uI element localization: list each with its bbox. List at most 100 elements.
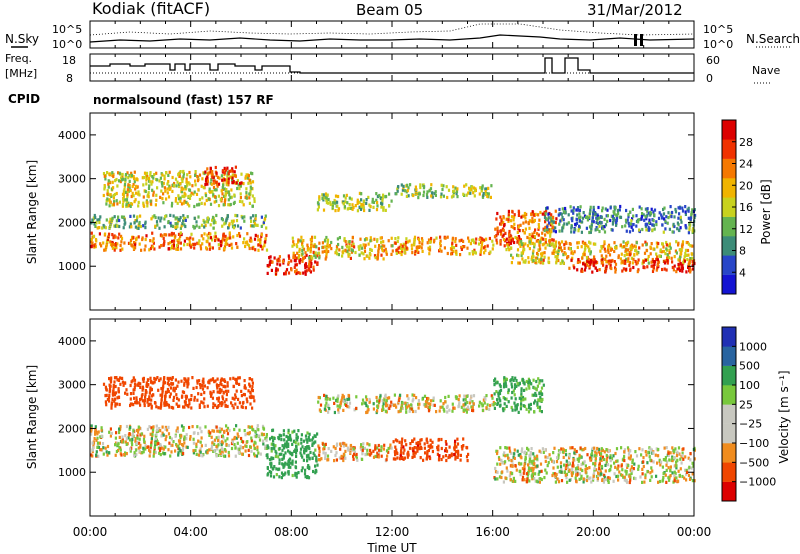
velocity-cell [248,431,251,435]
power-cell [302,239,305,243]
velocity-cell [410,407,413,411]
power-cell [539,261,542,265]
power-cell [640,215,643,219]
noise-axis-top-right: 10^5 [703,23,733,36]
power-cell [634,248,637,253]
power-cell [524,242,527,246]
velocity-cell [597,468,601,472]
power-cell [670,256,673,260]
power-cell [415,245,418,249]
power-cell [612,220,615,224]
velocity-cell [567,462,570,467]
velocity-cell [659,463,662,467]
power-cell [249,224,253,228]
velocity-cell [429,402,432,407]
velocity-cell [115,449,118,454]
velocity-cell [226,384,229,388]
power-cell [345,243,348,247]
velocity-cell [684,468,687,472]
velocity-cell [90,429,93,433]
velocity-cell [217,453,220,457]
velocity-cell [246,400,249,404]
power-cell [251,180,255,184]
power-cell [274,271,278,275]
velocity-cell [604,469,607,473]
power-cell [129,174,132,178]
velocity-cell [417,399,420,403]
velocity-cell [674,447,677,451]
power-cell [653,208,657,212]
power-cell [648,218,651,222]
velocity-cell [197,453,200,457]
velocity-cell [189,437,192,441]
freq-label: Freq. [5,52,32,65]
power-cell [247,244,251,248]
velocity-cell [555,460,559,464]
velocity-cell [444,400,447,404]
power-cell [237,183,240,187]
velocity-cell [278,452,281,456]
power-cell [604,257,607,261]
velocity-cell [104,394,107,398]
power-cell [248,178,251,182]
power-cell [132,194,135,198]
velocity-cell [424,400,428,404]
velocity-cell [194,448,197,453]
velocity-cell [385,449,389,453]
velocity-cell [445,405,448,410]
power-cell [507,213,510,217]
power-cell [105,245,108,249]
power-cell [667,216,670,220]
power-cell [153,247,156,251]
power-cell [650,242,653,246]
velocity-cell [590,451,594,455]
power-cell [614,267,617,272]
power-cell [111,180,114,184]
velocity-cell [111,397,114,401]
power-cell [688,222,691,226]
velocity-cell [442,455,445,459]
velocity-cell [464,399,467,403]
power-cell [473,189,476,193]
velocity-cell [163,381,167,385]
velocity-cell [139,382,142,386]
power-cell [510,239,513,243]
velocity-cell [596,478,599,482]
velocity-cell [216,429,219,433]
power-cell [162,192,165,196]
velocity-cell [481,404,484,408]
velocity-cell [255,435,258,439]
velocity-cell [640,453,643,457]
power-cell [171,239,174,243]
power-cell [599,249,602,253]
velocity-cell [221,434,224,438]
velocity-cell [669,474,672,478]
velocity-cell [584,470,587,474]
velocity-cell [157,388,160,392]
velocity-cell [339,442,342,446]
velocity-cell [113,380,116,384]
velocity-cell [237,397,240,401]
power-cell [301,245,304,249]
velocity-cell [234,393,237,397]
velocity-cell [427,397,430,401]
velocity-cell [287,435,290,439]
velocity-cell [349,449,352,453]
power-cell [585,243,588,247]
velocity-cell [168,441,171,445]
power-cell [98,220,101,224]
power-cell [288,256,291,260]
velocity-cell [125,442,128,446]
power-cell [132,236,135,240]
power-cell [663,217,666,221]
power-cell [590,227,593,231]
velocity-cell [183,437,186,441]
power-cell [524,259,527,263]
power-cell [659,248,662,252]
power-cell [336,237,339,241]
power-cell [356,198,359,202]
velocity-cell [360,443,363,447]
velocity-cell [233,397,236,401]
power-cell [578,212,581,216]
